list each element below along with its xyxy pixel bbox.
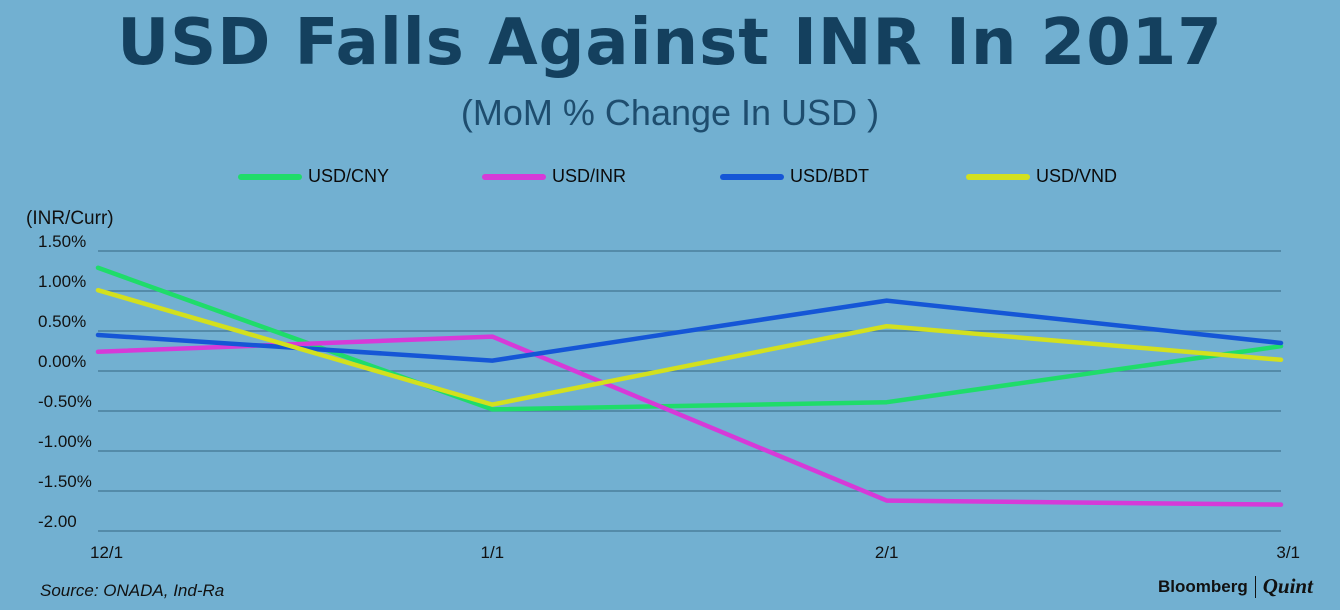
x-tick-label: 12/1 [90, 543, 123, 562]
legend-item-usd-vnd: USD/VND [966, 166, 1117, 187]
legend-swatch-usd-inr [482, 173, 546, 180]
brand-logo-left: Bloomberg [1158, 576, 1248, 596]
legend-label-usd-inr: USD/INR [552, 166, 627, 186]
brand-logo: Bloomberg Quint [1158, 574, 1313, 599]
chart-subtitle: (MoM % Change In USD ) [460, 92, 880, 133]
y-tick-label: 1.00% [38, 272, 86, 291]
legend-swatch-usd-bdt [720, 173, 784, 180]
x-tick-label: 2/1 [875, 543, 899, 562]
legend-swatch-usd-vnd [966, 173, 1030, 180]
y-tick-label: 0.50% [38, 312, 86, 331]
x-tick-label: 3/1 [1276, 543, 1300, 562]
chart-legend: USD/CNY USD/INR USD/BDT USD/VND [0, 166, 1340, 192]
y-tick-label: -2.00 [38, 512, 77, 531]
series-line-usd-cny [95, 265, 1284, 412]
legend-label-usd-bdt: USD/BDT [790, 166, 870, 186]
legend-label-usd-vnd: USD/VND [1036, 166, 1118, 186]
source-note: Source: ONADA, Ind-Ra [40, 581, 225, 600]
legend-item-usd-inr: USD/INR [482, 166, 626, 187]
series-line-usd-vnd [95, 287, 1284, 407]
brand-logo-right: Quint [1262, 574, 1313, 598]
y-tick-label: 0.00% [38, 352, 86, 371]
legend-swatch-usd-cny [238, 173, 302, 180]
brand-logo-divider [1254, 575, 1256, 598]
series-line-usd-inr [95, 334, 1284, 507]
y-tick-label: 1.50% [38, 232, 86, 251]
legend-item-usd-bdt: USD/BDT [720, 166, 869, 187]
y-tick-label: -1.00% [38, 432, 92, 451]
legend-item-usd-cny: USD/CNY [238, 166, 389, 187]
x-tick-label: 1/1 [481, 543, 505, 562]
legend-label-usd-cny: USD/CNY [308, 166, 390, 186]
chart-title: USD Falls Against INR In 2017 [117, 6, 1223, 80]
y-tick-label: -1.50% [38, 472, 92, 491]
y-tick-label: -0.50% [38, 392, 92, 411]
y-axis-unit-label: (INR/Curr) [26, 208, 114, 229]
